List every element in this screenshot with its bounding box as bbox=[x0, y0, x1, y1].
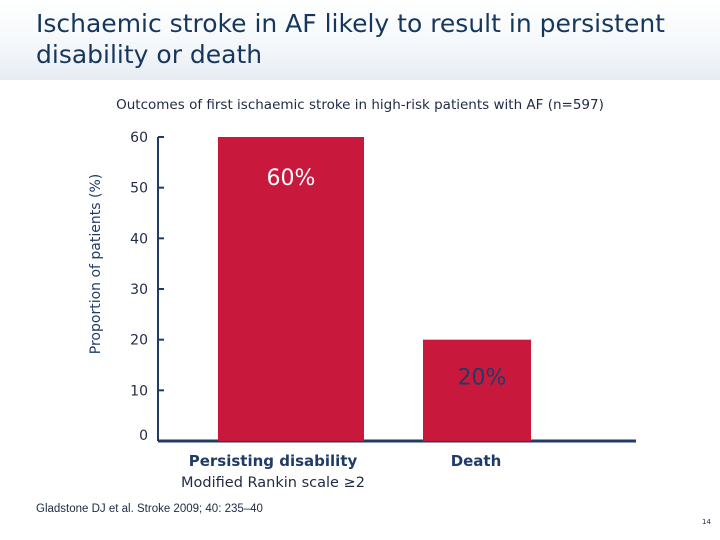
y-tick-label: 30 bbox=[130, 282, 148, 298]
bar-data-label: 20% bbox=[458, 366, 507, 391]
bar bbox=[218, 137, 364, 441]
title-line-1: Ischaemic stroke in AF likely to result … bbox=[36, 9, 665, 38]
y-tick-label: 10 bbox=[130, 383, 148, 399]
page-number: 14 bbox=[702, 518, 711, 526]
bar bbox=[423, 339, 531, 441]
y-tick-label: 0 bbox=[139, 428, 148, 444]
chart-title: Outcomes of first ischaemic stroke in hi… bbox=[116, 97, 604, 113]
y-tick-label: 60 bbox=[130, 130, 148, 146]
citation: Gladstone DJ et al. Stroke 2009; 40: 235… bbox=[36, 503, 263, 515]
x-category-label: Death bbox=[451, 452, 502, 470]
x-category-sublabel: Modified Rankin scale ≥2 bbox=[181, 475, 365, 491]
bar-data-label: 60% bbox=[267, 166, 316, 191]
slide-title: Ischaemic stroke in AF likely to result … bbox=[36, 8, 696, 70]
title-line-2: disability or death bbox=[36, 40, 263, 69]
x-category-label: Persisting disability bbox=[189, 452, 358, 470]
title-band bbox=[0, 0, 720, 80]
y-tick-label: 20 bbox=[130, 333, 148, 349]
y-tick-label: 40 bbox=[130, 231, 148, 247]
y-tick-label: 50 bbox=[130, 181, 148, 197]
